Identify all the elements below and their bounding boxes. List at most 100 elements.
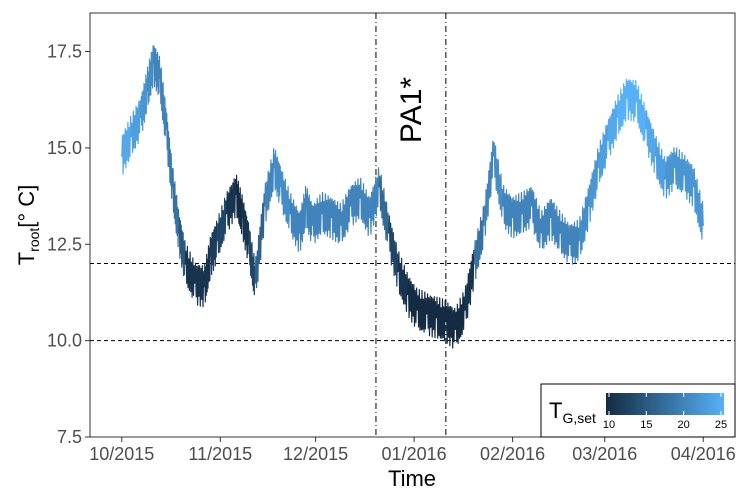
- series-0-point-10: [193, 281, 196, 284]
- series-0-segment-15: [235, 174, 244, 235]
- series-0-segment-60: [645, 110, 657, 173]
- x-tick-label-1: 11/2015: [188, 444, 252, 464]
- series-0-point-29: [349, 204, 352, 207]
- series-0-point-64: [683, 173, 686, 176]
- series-0-segment-37: [426, 293, 437, 339]
- series-0-segment-20: [273, 150, 282, 203]
- series-0-segment-32: [378, 174, 390, 242]
- period-annotation: PA1*: [395, 77, 428, 143]
- series-0-segment-22: [289, 193, 301, 252]
- plot-panel: [89, 12, 736, 438]
- series-0-point-21: [279, 185, 282, 188]
- series-0-segment-50: [550, 199, 561, 249]
- series-0-point-4: [152, 62, 155, 65]
- series-0-point-17: [247, 243, 250, 246]
- series-0-segment-52: [569, 219, 580, 265]
- series-0-segment-65: [693, 168, 704, 240]
- x-tick-label-6: 04/2016: [671, 444, 736, 464]
- series-0-segment-29: [349, 178, 361, 226]
- series-0-segment-54: [588, 148, 599, 222]
- series-0-segment-64: [683, 154, 695, 207]
- series-0-point-59: [635, 100, 638, 103]
- series-0-point-19: [263, 204, 266, 207]
- series-0-segment-36: [416, 289, 428, 333]
- x-tick-label-3: 01/2016: [382, 444, 447, 464]
- legend-tick-label-2: 20: [678, 419, 690, 431]
- legend-ticks: 10 15 20 25: [603, 393, 727, 431]
- series-0-point-6: [165, 127, 168, 130]
- series-0-point-58: [626, 96, 628, 99]
- series-layer: [120, 45, 705, 349]
- series-0-segment-7: [172, 168, 180, 248]
- series-0-point-61: [654, 154, 657, 157]
- x-axis: 10/2015 11/2015 12/2015 01/2016 02/2016 03/20…: [89, 437, 736, 464]
- series-0-segment-30: [359, 177, 371, 236]
- y-tick-label-0: 7.5: [57, 427, 82, 447]
- series-0-segment-31: [369, 167, 380, 235]
- series-0-point-54: [587, 204, 590, 207]
- series-0-point-0: [120, 154, 123, 157]
- series-0-point-2: [139, 116, 142, 118]
- reference-lines: [90, 13, 735, 437]
- series-0-point-34: [397, 270, 400, 273]
- series-0-point-28: [340, 224, 342, 226]
- series-0-point-30: [359, 197, 361, 199]
- series-0-point-8: [178, 231, 180, 234]
- series-0-segment-62: [664, 147, 676, 199]
- series-0-segment-27: [330, 198, 342, 244]
- series-0-segment-13: [216, 197, 228, 254]
- series-0-segment-39: [445, 302, 456, 349]
- series-0-segment-6: [165, 112, 174, 199]
- series-0-segment-1: [130, 100, 142, 154]
- series-0-point-25: [311, 224, 314, 226]
- series-0-point-9: [184, 262, 187, 265]
- series-0-point-1: [130, 135, 133, 138]
- series-0-segment-2: [140, 74, 148, 131]
- series-0-point-65: [692, 185, 695, 188]
- legend: TG,set 10 15 20 25: [540, 383, 736, 438]
- series-0-point-7: [171, 185, 174, 188]
- series-0-point-36: [416, 308, 419, 311]
- series-0-point-24: [305, 204, 307, 207]
- series-0-segment-55: [597, 124, 609, 182]
- series-0-segment-48: [531, 189, 542, 249]
- series-0-segment-46: [512, 191, 523, 239]
- series-0-point-33: [387, 231, 390, 234]
- series-0-segment-3: [146, 45, 155, 106]
- legend-tick-label-3: 25: [715, 419, 727, 431]
- series-0-segment-4: [152, 45, 161, 96]
- series-0-segment-38: [435, 296, 447, 342]
- series-0-segment-10: [194, 262, 205, 308]
- series-0-point-38: [435, 316, 438, 319]
- series-0-point-57: [616, 116, 619, 118]
- series-0-point-14: [225, 212, 228, 215]
- series-0-point-39: [444, 320, 447, 323]
- series-0-segment-33: [388, 215, 399, 287]
- y-tick-label-1: 10.0: [47, 331, 82, 351]
- series-0-segment-56: [607, 100, 618, 156]
- series-0-segment-5: [159, 67, 167, 137]
- series-0-segment-61: [655, 135, 666, 197]
- series-0-segment-17: [248, 230, 256, 296]
- series-0-segment-14: [226, 178, 237, 230]
- series-0-segment-51: [559, 213, 571, 263]
- x-axis-title: Time: [388, 466, 436, 491]
- x-tick-label-0: 10/2015: [89, 444, 154, 464]
- legend-colorbar: [606, 393, 724, 415]
- series-0-point-16: [241, 216, 244, 219]
- series-0-point-49: [540, 231, 543, 234]
- y-axis-title-sub: root: [26, 228, 42, 252]
- series-0-segment-19: [264, 148, 275, 222]
- series-0-point-45: [502, 204, 504, 207]
- series-0-point-35: [406, 293, 409, 296]
- legend-tick-label-0: 10: [603, 419, 615, 431]
- series-0-segment-12: [210, 220, 218, 276]
- series-0-point-37: [425, 312, 428, 315]
- series-0-point-31: [368, 216, 371, 219]
- series-0-point-55: [597, 166, 600, 169]
- y-axis: 7.5 10.0 12.5 15.0 17.5: [47, 42, 90, 447]
- series-0-segment-34: [397, 251, 409, 313]
- series-0-segment-11: [203, 236, 212, 303]
- series-0-point-60: [645, 127, 647, 130]
